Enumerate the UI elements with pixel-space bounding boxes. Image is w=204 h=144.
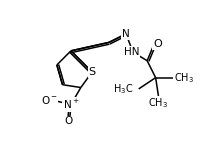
Text: H$_3$C: H$_3$C: [113, 82, 133, 96]
Text: O: O: [64, 116, 72, 126]
Text: O$^-$: O$^-$: [41, 94, 58, 106]
Text: CH$_3$: CH$_3$: [149, 97, 169, 110]
Text: S: S: [89, 67, 96, 77]
Text: HN: HN: [124, 47, 139, 57]
Text: CH$_3$: CH$_3$: [174, 71, 194, 85]
Text: N: N: [122, 29, 130, 39]
Text: O: O: [153, 39, 162, 49]
Text: N$^+$: N$^+$: [63, 98, 79, 111]
